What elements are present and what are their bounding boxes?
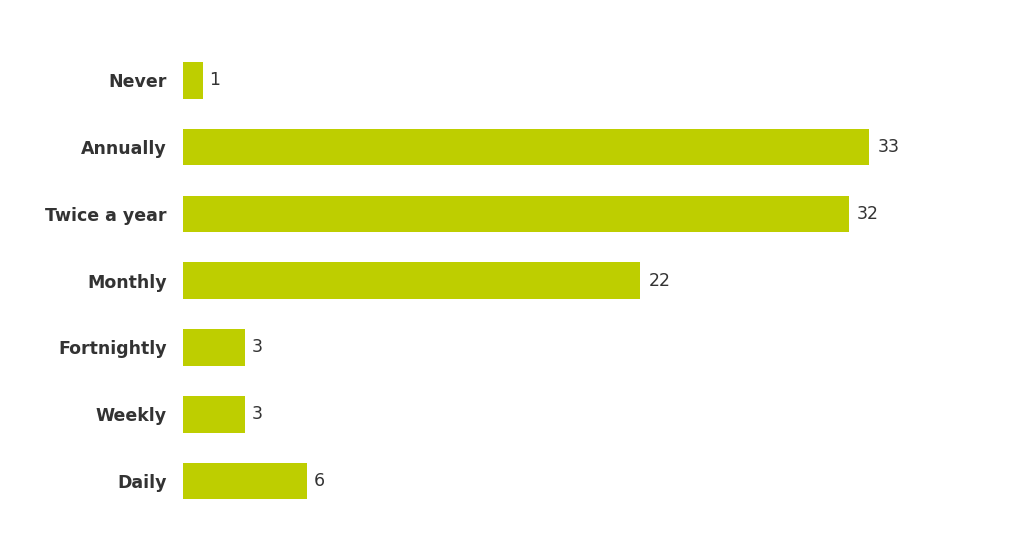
- Bar: [183, 396, 245, 433]
- Text: 32: 32: [857, 205, 879, 223]
- Text: 33: 33: [878, 138, 899, 156]
- Text: 3: 3: [251, 405, 263, 423]
- Bar: [183, 196, 849, 232]
- Bar: [183, 129, 869, 166]
- Text: 22: 22: [649, 271, 670, 290]
- Text: 3: 3: [251, 338, 263, 356]
- Bar: [183, 62, 204, 99]
- Bar: [183, 463, 307, 499]
- Text: 6: 6: [313, 472, 324, 490]
- Bar: [183, 329, 245, 366]
- Bar: [183, 262, 641, 299]
- Text: 1: 1: [210, 71, 221, 89]
